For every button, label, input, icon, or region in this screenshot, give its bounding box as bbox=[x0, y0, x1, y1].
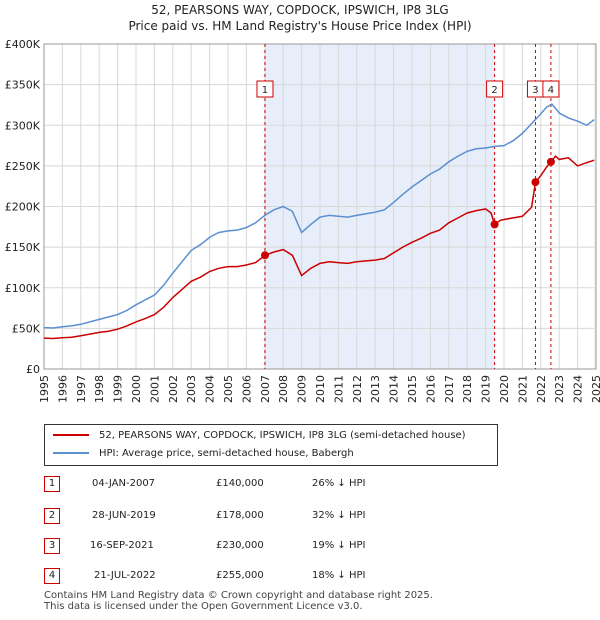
x-tick-label: 2014 bbox=[388, 375, 401, 403]
property-price-line bbox=[43, 155, 595, 340]
x-tick-label: 2011 bbox=[332, 375, 345, 403]
sale-point bbox=[546, 157, 555, 166]
y-tick-label: £100K bbox=[5, 282, 41, 295]
y-tick-label: £400K bbox=[5, 38, 41, 51]
sale-price: £178,000 bbox=[216, 510, 264, 521]
x-tick-label: 2005 bbox=[222, 375, 235, 403]
x-tick-label: 1999 bbox=[112, 375, 125, 403]
sale-number-badge: 1 bbox=[44, 476, 60, 492]
x-tick-label: 1996 bbox=[56, 375, 69, 403]
footer-licence: This data is licensed under the Open Gov… bbox=[44, 601, 363, 612]
y-tick-label: £200K bbox=[5, 201, 41, 214]
x-tick-label: 2025 bbox=[590, 375, 600, 403]
sale-number-badge: 2 bbox=[44, 508, 60, 524]
legend-label-property: 52, PEARSONS WAY, COPDOCK, IPSWICH, IP8 … bbox=[99, 430, 466, 441]
legend-item-property: 52, PEARSONS WAY, COPDOCK, IPSWICH, IP8 … bbox=[53, 428, 466, 444]
x-tick-label: 2017 bbox=[443, 375, 456, 403]
x-tick-label: 2004 bbox=[204, 375, 217, 403]
future-region bbox=[594, 44, 596, 369]
x-tick-label: 2020 bbox=[498, 375, 511, 403]
y-tick-label: £50K bbox=[12, 322, 41, 335]
sale-number-box bbox=[542, 80, 560, 98]
legend-label-hpi: HPI: Average price, semi-detached house,… bbox=[99, 448, 354, 459]
y-tick-label: £350K bbox=[5, 79, 41, 92]
sale-hpi-note: 26% ↓ HPI bbox=[312, 478, 366, 489]
chart-subtitle: Price paid vs. HM Land Registry's House … bbox=[128, 19, 472, 33]
x-tick-label: 2019 bbox=[480, 375, 493, 403]
sale-number-badge: 4 bbox=[44, 568, 60, 584]
x-tick-label: 2021 bbox=[516, 375, 529, 403]
chart-legend: 52, PEARSONS WAY, COPDOCK, IPSWICH, IP8 … bbox=[44, 424, 498, 466]
sale-row: 2 28-JUN-2019 £178,000 32% ↓ HPI bbox=[44, 508, 404, 524]
sale-number-label: 1 bbox=[262, 85, 268, 96]
x-tick-label: 1997 bbox=[75, 375, 88, 403]
sale-date: 28-JUN-2019 bbox=[92, 510, 156, 521]
sale-date: 16-SEP-2021 bbox=[90, 540, 154, 551]
sale-number-badge: 3 bbox=[44, 538, 60, 554]
x-tick-label: 2000 bbox=[130, 375, 143, 403]
sale-price: £140,000 bbox=[216, 478, 264, 489]
sale-hpi-note: 18% ↓ HPI bbox=[312, 570, 366, 581]
x-tick-label: 2023 bbox=[553, 375, 566, 403]
x-tick-label: 2015 bbox=[406, 375, 419, 403]
x-tick-label: 2016 bbox=[424, 375, 437, 403]
y-tick-label: £0 bbox=[26, 363, 40, 376]
sale-number-label: 4 bbox=[548, 85, 554, 96]
x-tick-label: 2006 bbox=[240, 375, 253, 403]
x-tick-label: 2002 bbox=[167, 375, 180, 403]
x-tick-label: 2009 bbox=[296, 375, 309, 403]
x-tick-label: 2024 bbox=[572, 375, 585, 403]
sale-date: 21-JUL-2022 bbox=[94, 570, 156, 581]
x-tick-label: 2007 bbox=[259, 375, 272, 403]
y-tick-label: £300K bbox=[5, 119, 41, 132]
hpi-line bbox=[43, 103, 595, 329]
sale-number-label: 2 bbox=[491, 85, 497, 96]
x-tick-label: 2018 bbox=[461, 375, 474, 403]
x-tick-label: 2012 bbox=[351, 375, 364, 403]
x-tick-label: 1998 bbox=[93, 375, 106, 403]
sale-number-label: 3 bbox=[532, 85, 538, 96]
x-tick-label: 2010 bbox=[314, 375, 327, 403]
chart-title: 52, PEARSONS WAY, COPDOCK, IPSWICH, IP8 … bbox=[151, 3, 449, 17]
x-tick-label: 1995 bbox=[38, 375, 51, 403]
legend-swatch-property bbox=[53, 434, 89, 436]
sale-row: 4 21-JUL-2022 £255,000 18% ↓ HPI bbox=[44, 568, 404, 584]
y-tick-label: £150K bbox=[5, 241, 41, 254]
price-chart: £0 £50K £100K £150K £200K £250K £300K £350K £400… bbox=[5, 38, 600, 403]
sale-row: 3 16-SEP-2021 £230,000 19% ↓ HPI bbox=[44, 538, 404, 554]
sale-number-box bbox=[486, 80, 504, 98]
x-tick-label: 2022 bbox=[535, 375, 548, 403]
sale-point bbox=[260, 251, 269, 260]
sale-price: £230,000 bbox=[216, 540, 264, 551]
footer-copyright: Contains HM Land Registry data © Crown c… bbox=[44, 590, 433, 601]
sale-hpi-note: 19% ↓ HPI bbox=[312, 540, 366, 551]
plot-frame bbox=[43, 43, 597, 370]
legend-item-hpi: HPI: Average price, semi-detached house,… bbox=[53, 446, 354, 462]
sale-number-box bbox=[256, 80, 274, 98]
legend-swatch-hpi bbox=[53, 452, 89, 454]
sale-row: 1 04-JAN-2007 £140,000 26% ↓ HPI bbox=[44, 476, 404, 492]
x-tick-label: 2013 bbox=[369, 375, 382, 403]
sale-date: 04-JAN-2007 bbox=[92, 478, 156, 489]
sale-point bbox=[531, 178, 540, 187]
sale-hpi-note: 32% ↓ HPI bbox=[312, 510, 366, 521]
y-tick-label: £250K bbox=[5, 160, 41, 173]
x-tick-label: 2008 bbox=[277, 375, 290, 403]
x-tick-label: 2001 bbox=[148, 375, 161, 403]
sale-point bbox=[490, 220, 499, 229]
x-tick-label: 2003 bbox=[185, 375, 198, 403]
sale-price: £255,000 bbox=[216, 570, 264, 581]
